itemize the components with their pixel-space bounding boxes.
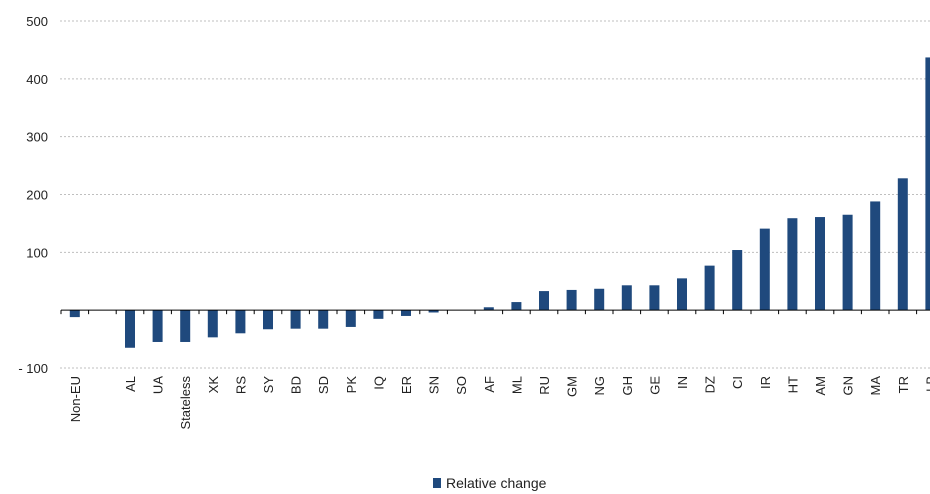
x-tick-label: GE: [647, 376, 662, 395]
x-tick-label: RS: [233, 376, 248, 394]
bars: [69, 57, 930, 348]
x-tick-label: IR: [758, 376, 773, 389]
bar: [594, 288, 605, 311]
x-tick-label: XK: [206, 376, 221, 394]
y-tick-label: 400: [26, 72, 48, 87]
x-tick-label: IN: [675, 376, 690, 389]
bar: [870, 201, 881, 311]
bar: [152, 310, 163, 342]
bar: [207, 310, 218, 338]
x-tick-label: CI: [730, 376, 745, 389]
x-tick-label: ER: [399, 376, 414, 394]
x-tick-label: AM: [813, 376, 828, 396]
x-tick-label: IQ: [371, 376, 386, 390]
x-tick-label: PK: [344, 376, 359, 394]
x-tick-label: DZ: [703, 376, 718, 393]
x-tick-label: BD: [289, 376, 304, 394]
x-tick-label: AF: [482, 376, 497, 393]
bar: [125, 310, 135, 348]
bar: [290, 310, 301, 329]
legend-swatch: [433, 478, 441, 488]
legend-label: Relative change: [446, 475, 547, 491]
bar: [677, 278, 687, 311]
legend: Relative change: [433, 475, 547, 491]
y-tick-label: - 100: [18, 361, 48, 376]
x-axis: [60, 309, 930, 315]
x-axis-tick-labels: Non-EU AL UA Stateless XK RS SY BD SD PK IQ ER SN SO A…: [68, 376, 930, 430]
x-tick-label: SN: [427, 376, 442, 394]
x-tick-label: ML: [509, 376, 524, 394]
bar: [621, 285, 632, 311]
x-tick-label: GM: [565, 376, 580, 397]
x-tick-label: UA: [151, 376, 166, 394]
x-tick-label: GN: [841, 376, 856, 396]
y-tick-label: 500: [26, 14, 48, 29]
x-tick-label: NG: [592, 376, 607, 396]
bar: [428, 310, 439, 313]
bar: [373, 310, 384, 319]
bar: [925, 57, 930, 311]
y-axis-ticks: - 100 100 200 300 400 500: [18, 14, 48, 376]
bar: [759, 228, 770, 311]
bar: [69, 310, 80, 318]
y-tick-label: 300: [26, 130, 48, 145]
bar: [263, 310, 273, 330]
bar: [318, 310, 329, 329]
x-tick-label: Non-EU: [68, 376, 83, 422]
x-tick-label: SO: [454, 376, 469, 395]
bar: [566, 289, 577, 311]
x-tick-label: RU: [537, 376, 552, 395]
bar: [345, 310, 356, 327]
bar: [842, 214, 853, 311]
bar: [483, 307, 494, 311]
x-tick-label: AL: [123, 376, 138, 392]
bar: [732, 250, 743, 311]
y-tick-label: 200: [26, 188, 48, 203]
bar: [649, 285, 660, 311]
bar: [897, 178, 908, 311]
bar: [815, 217, 825, 311]
y-tick-label: 100: [26, 245, 48, 260]
x-tick-label: GH: [620, 376, 635, 396]
x-tick-label: MA: [868, 376, 883, 396]
bar: [787, 218, 798, 311]
x-tick-label: SD: [316, 376, 331, 394]
x-tick-label: HT: [785, 376, 800, 393]
bar: [235, 310, 246, 334]
bar: [539, 291, 549, 311]
x-tick-label: Stateless: [178, 376, 193, 430]
bar: [704, 265, 715, 311]
gridlines: [60, 20, 930, 369]
x-tick-label: TR: [896, 376, 911, 393]
bar: [511, 302, 522, 311]
x-tick-label: SY: [261, 376, 276, 394]
x-tick-label: LB: [923, 376, 930, 392]
bar: [401, 310, 411, 316]
bar: [180, 310, 191, 342]
